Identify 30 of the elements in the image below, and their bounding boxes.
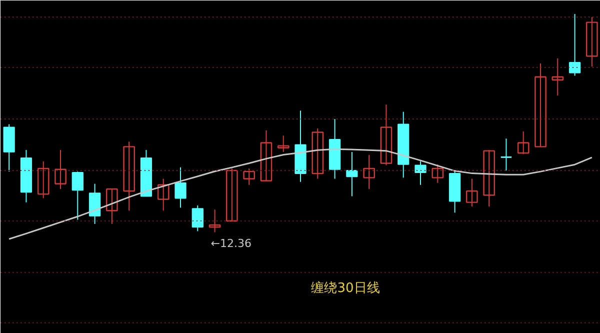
candlestick xyxy=(363,154,375,190)
candlestick xyxy=(568,14,581,76)
candlestick xyxy=(552,58,564,96)
candlestick xyxy=(226,168,238,222)
candlestick xyxy=(54,149,66,190)
candlestick xyxy=(72,171,84,220)
candlestick xyxy=(380,104,392,166)
candlestick xyxy=(483,149,495,207)
candlestick xyxy=(260,130,272,182)
candlestick xyxy=(123,141,135,212)
candlestick xyxy=(586,16,598,68)
candlestick xyxy=(466,178,478,207)
candlestick xyxy=(414,160,426,186)
candlestick xyxy=(157,178,170,212)
candlestick xyxy=(277,135,290,152)
candlestick xyxy=(534,62,546,148)
candlestick xyxy=(88,183,101,224)
candlestick xyxy=(208,209,221,233)
candlestick xyxy=(312,128,324,180)
candlestick xyxy=(106,188,118,224)
candlestick xyxy=(432,164,444,184)
candlestick xyxy=(500,138,512,171)
candlestick xyxy=(346,151,358,197)
candlestick xyxy=(192,204,204,232)
candlestick xyxy=(243,168,255,186)
candlestick xyxy=(174,166,186,208)
text: 缠绕30日线 xyxy=(311,281,380,296)
candlestick xyxy=(37,160,50,199)
candlestick xyxy=(517,130,530,155)
text: ←12.36 xyxy=(210,237,252,250)
